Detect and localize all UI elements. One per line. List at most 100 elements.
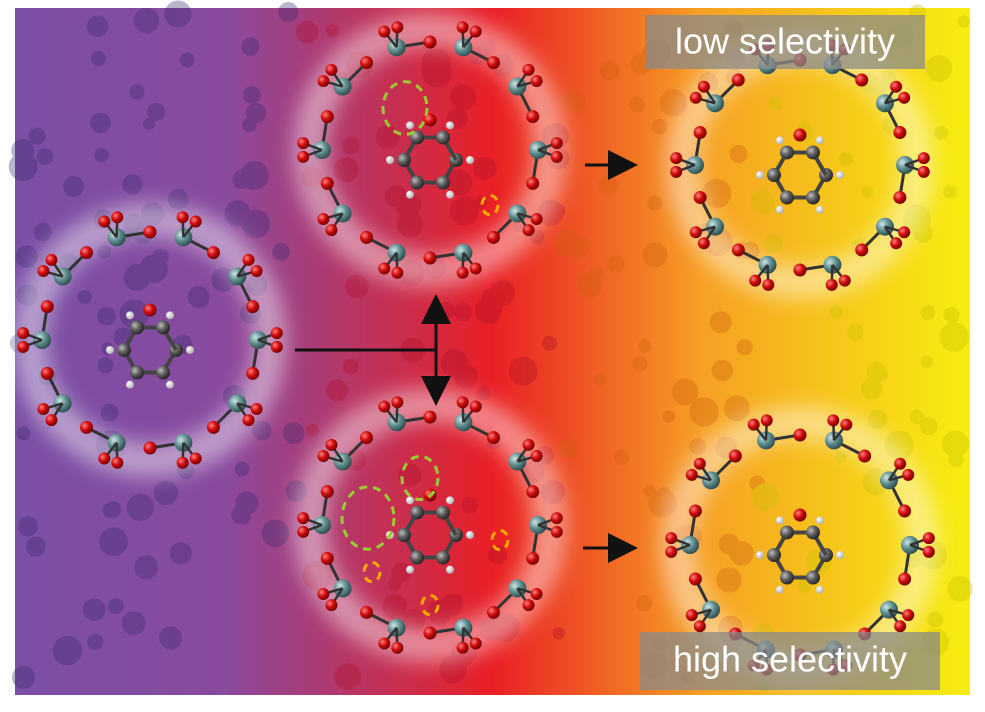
background-atom — [134, 555, 159, 580]
oxygen — [378, 637, 391, 650]
carbon — [410, 505, 424, 520]
background-atom — [17, 516, 39, 537]
oxygen — [17, 340, 30, 353]
background-atom — [122, 174, 143, 195]
hydrogen — [466, 531, 474, 539]
background-atom — [723, 395, 750, 422]
background-atom — [158, 626, 183, 650]
carbon — [806, 145, 820, 160]
oxygen — [858, 449, 872, 463]
background-atom — [187, 286, 210, 309]
oxygen — [827, 414, 840, 427]
oxygen — [530, 450, 543, 463]
background-atom — [576, 272, 603, 299]
background-atom — [179, 52, 195, 68]
carbon — [397, 153, 411, 167]
oxygen — [360, 56, 374, 70]
background-atom — [909, 409, 924, 425]
oxygen — [320, 551, 334, 565]
oxygen — [697, 237, 710, 250]
oxygen — [391, 266, 404, 279]
background-atom — [167, 189, 189, 210]
oxygen — [685, 609, 698, 622]
background-atom — [647, 195, 663, 211]
background-atom — [860, 185, 874, 199]
oxygen — [898, 572, 912, 586]
hydrogen — [106, 346, 114, 354]
background-atom — [121, 611, 146, 636]
oxygen — [325, 63, 338, 76]
oxygen — [320, 110, 334, 124]
background-atom — [334, 663, 362, 690]
hydrogen — [816, 585, 824, 594]
oxygen — [890, 237, 903, 250]
background-atom — [241, 37, 260, 56]
hydrogen — [386, 156, 394, 164]
oxygen — [793, 128, 807, 142]
oxygen — [325, 224, 338, 237]
background-atom — [439, 66, 453, 80]
hydrogen — [816, 205, 824, 214]
oxygen — [360, 230, 374, 244]
oxygen — [37, 402, 50, 415]
ring-glow — [13, 203, 287, 477]
oxygen — [360, 431, 374, 445]
ring — [13, 203, 287, 477]
hydrogen — [126, 311, 134, 320]
background-atom — [473, 156, 497, 180]
oxygen — [37, 265, 50, 278]
background-atom — [920, 305, 936, 321]
background-atom — [749, 475, 765, 492]
background-atom — [643, 484, 656, 498]
background-atom — [478, 302, 501, 325]
oxygen — [550, 150, 563, 163]
background-atom — [718, 533, 740, 555]
oxygen — [760, 414, 773, 427]
hydrogen — [406, 565, 414, 574]
oxygen — [98, 452, 111, 465]
carbon — [806, 525, 820, 540]
oxygen — [486, 230, 500, 244]
oxygen — [670, 165, 683, 178]
oxygen — [922, 532, 935, 545]
background-atom — [33, 222, 52, 242]
background-atom — [391, 562, 412, 582]
background-atom — [375, 125, 400, 149]
oxygen — [522, 224, 535, 237]
background-atom — [153, 480, 179, 506]
oxygen — [423, 626, 437, 640]
oxygen — [688, 572, 702, 586]
background-atom — [89, 112, 111, 134]
background-atom — [866, 361, 887, 381]
background-atom — [11, 138, 35, 163]
background-atom — [729, 144, 748, 164]
oxygen — [189, 452, 202, 465]
carbon — [410, 175, 424, 190]
background-atom — [552, 627, 565, 640]
oxygen — [855, 73, 869, 87]
background-atom — [261, 519, 290, 548]
oxygen — [40, 300, 54, 314]
oxygen — [747, 418, 760, 431]
hydrogen — [776, 585, 784, 594]
oxygen — [45, 253, 58, 266]
label-text: high selectivity — [673, 639, 907, 680]
background-atom — [241, 117, 257, 133]
hydrogen — [836, 171, 844, 179]
background-atom — [943, 185, 957, 199]
background-atom — [90, 50, 106, 67]
highlight — [381, 80, 429, 136]
background-atom — [341, 136, 360, 155]
background-atom — [943, 306, 960, 324]
hydrogen — [166, 311, 174, 320]
background-atom — [868, 409, 888, 430]
label-high: high selectivity — [640, 632, 940, 690]
oxygen — [550, 512, 563, 525]
carbon — [806, 570, 820, 585]
background-atom — [326, 379, 349, 402]
hydrogen — [466, 156, 474, 164]
oxygen — [378, 262, 391, 275]
background-atom — [481, 289, 498, 306]
highlight — [362, 560, 382, 584]
background-atom — [642, 242, 668, 268]
